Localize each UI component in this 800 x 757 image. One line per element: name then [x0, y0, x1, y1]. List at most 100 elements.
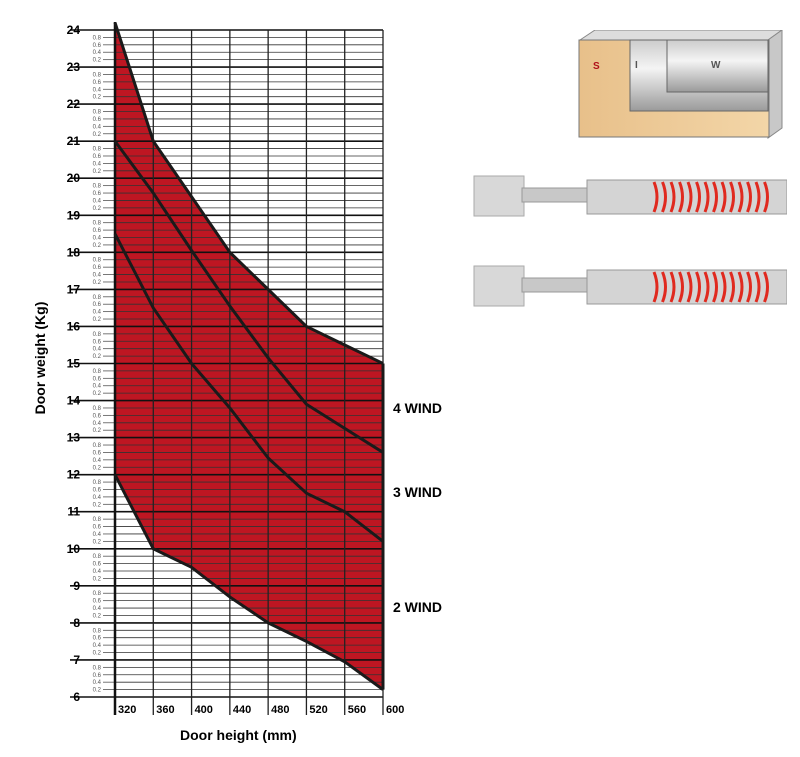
- y-minor-tick-label: 0.4: [93, 50, 102, 56]
- spring: [652, 181, 769, 213]
- y-minor-tick-label: 0.6: [93, 80, 102, 86]
- spring-coil: [763, 271, 769, 303]
- y-minor-tick-label: 0.6: [93, 525, 102, 531]
- x-tick-label: 520: [309, 704, 327, 716]
- spring-coil: [652, 181, 659, 213]
- y-minor-tick-label: 0.4: [93, 421, 102, 427]
- y-minor-tick-label: 0.2: [93, 539, 102, 545]
- y-minor-tick-label: 0.2: [93, 613, 102, 619]
- x-axis-label: Door height (mm): [180, 727, 297, 743]
- spring-coil: [686, 181, 693, 213]
- spring-coil: [763, 181, 769, 213]
- spring-coil: [737, 181, 744, 213]
- y-minor-tick-label: 0.2: [93, 280, 102, 286]
- y-tick-label: 20: [67, 171, 81, 185]
- hinge-arm: [521, 187, 593, 203]
- y-minor-tick-label: 0.6: [93, 599, 102, 605]
- y-minor-tick-label: 0.8: [93, 554, 102, 560]
- spring-coil: [720, 271, 727, 303]
- y-tick-label: 6: [73, 690, 80, 704]
- y-minor-tick-label: 0.8: [93, 591, 102, 597]
- spring-coil: [661, 181, 667, 213]
- y-minor-tick-label: 0.8: [93, 221, 102, 227]
- region-label-4-wind: 4 WIND: [393, 400, 442, 416]
- hinge-housing: [586, 269, 787, 305]
- y-tick-label: 15: [67, 357, 81, 371]
- x-tick-label: 600: [386, 704, 404, 716]
- y-tick-label: 10: [67, 542, 81, 556]
- y-minor-tick-label: 0.8: [93, 147, 102, 153]
- spring-coil: [712, 181, 718, 213]
- y-tick-label: 9: [73, 579, 80, 593]
- y-minor-tick-label: 0.4: [93, 161, 102, 167]
- y-minor-tick-label: 0.2: [93, 132, 102, 138]
- y-tick-label: 17: [67, 282, 81, 296]
- y-minor-tick-label: 0.8: [93, 258, 102, 264]
- y-minor-tick-label: 0.2: [93, 354, 102, 360]
- region-label-3-wind: 3 WIND: [393, 484, 442, 500]
- y-tick-label: 14: [67, 394, 81, 408]
- y-tick-label: 23: [67, 60, 81, 74]
- y-minor-tick-label: 0.2: [93, 206, 102, 212]
- y-minor-tick-label: 0.6: [93, 376, 102, 382]
- x-tick-label: 320: [118, 704, 136, 716]
- spring-coil: [754, 271, 761, 303]
- y-minor-tick-label: 0.4: [93, 384, 102, 390]
- hinge-image-1: [473, 175, 787, 217]
- box-side-face: [767, 30, 783, 139]
- y-minor-tick-label: 0.8: [93, 443, 102, 449]
- y-minor-tick-label: 0.6: [93, 636, 102, 642]
- y-minor-tick-label: 0.8: [93, 665, 102, 671]
- y-minor-tick-label: 0.4: [93, 606, 102, 612]
- y-axis-label: Door weight (Kg): [32, 301, 48, 415]
- y-minor-tick-label: 0.8: [93, 480, 102, 486]
- y-minor-tick-label: 0.2: [93, 688, 102, 694]
- y-minor-tick-label: 0.8: [93, 110, 102, 116]
- y-minor-tick-label: 0.4: [93, 198, 102, 204]
- spring-coil: [703, 181, 710, 213]
- spring-coil: [712, 271, 718, 303]
- y-minor-tick-label: 0.4: [93, 458, 102, 464]
- spring-coil: [729, 181, 735, 213]
- hinge-cup: [473, 175, 525, 217]
- y-minor-tick-label: 0.6: [93, 154, 102, 160]
- y-minor-tick-label: 0.6: [93, 673, 102, 679]
- y-minor-tick-label: 0.4: [93, 124, 102, 130]
- spring-coil: [669, 271, 676, 303]
- y-tick-label: 12: [67, 468, 81, 482]
- y-minor-tick-label: 0.2: [93, 95, 102, 101]
- x-tick-label: 440: [233, 704, 251, 716]
- y-minor-tick-label: 0.6: [93, 265, 102, 271]
- y-minor-tick-label: 0.2: [93, 317, 102, 323]
- y-minor-tick-label: 0.4: [93, 643, 102, 649]
- y-minor-tick-label: 0.4: [93, 236, 102, 242]
- spring-coil: [669, 181, 676, 213]
- spring-coil: [737, 271, 744, 303]
- spring-coil: [652, 271, 659, 303]
- y-minor-tick-label: 0.2: [93, 465, 102, 471]
- y-minor-tick-label: 0.6: [93, 450, 102, 456]
- box-top-face: [578, 30, 783, 41]
- y-minor-tick-label: 0.4: [93, 569, 102, 575]
- y-minor-tick-label: 0.4: [93, 680, 102, 686]
- y-tick-label: 18: [67, 245, 81, 259]
- y-minor-tick-label: 0.8: [93, 406, 102, 412]
- series-line-1: [113, 140, 384, 454]
- y-minor-tick-label: 0.8: [93, 628, 102, 634]
- y-tick-label: 7: [73, 653, 80, 667]
- hinge-image-2: [473, 265, 787, 307]
- spring-coil: [720, 181, 727, 213]
- y-minor-tick-label: 0.6: [93, 117, 102, 123]
- y-minor-tick-label: 0.2: [93, 651, 102, 657]
- y-minor-tick-label: 0.8: [93, 184, 102, 190]
- block-w: [666, 39, 769, 93]
- label-w: W: [711, 60, 721, 71]
- y-minor-tick-label: 0.6: [93, 487, 102, 493]
- y-minor-tick-label: 0.8: [93, 72, 102, 78]
- x-tick-label: 400: [195, 704, 213, 716]
- y-minor-tick-label: 0.6: [93, 302, 102, 308]
- label-s: S: [593, 61, 600, 72]
- spring-coil: [754, 181, 761, 213]
- y-minor-tick-label: 0.8: [93, 332, 102, 338]
- spring-coil: [686, 271, 693, 303]
